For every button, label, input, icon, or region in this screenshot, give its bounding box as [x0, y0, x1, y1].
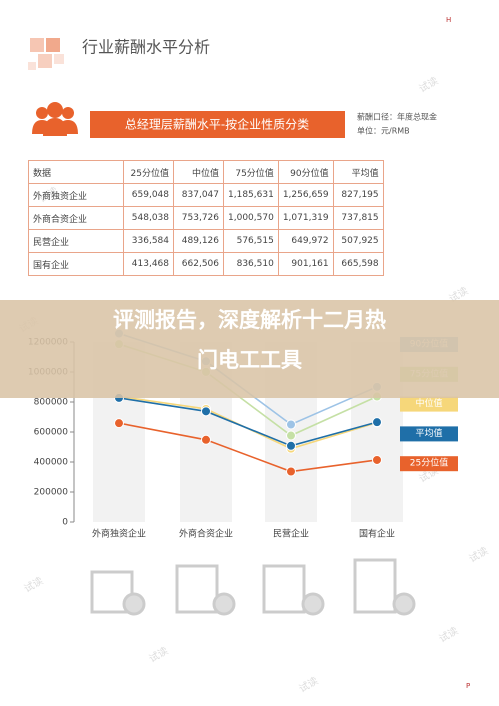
- data-point: [286, 440, 296, 451]
- overlay-banner: 评测报告，深度解析十二月热 门电工工具: [0, 300, 499, 398]
- legend-label: 25分位值: [410, 457, 448, 469]
- table-cell: 1,256,659: [277, 183, 334, 207]
- people-icon: [32, 102, 78, 136]
- data-point: [286, 466, 296, 477]
- data-point: [372, 417, 382, 428]
- table-cell: 662,506: [173, 252, 224, 276]
- table-cell: 837,047: [173, 183, 224, 207]
- y-tick-label: 800000: [34, 398, 69, 408]
- table-cell: 548,038: [123, 206, 174, 230]
- table-cell: 1,071,319: [277, 206, 334, 230]
- watermark: 试读: [437, 624, 461, 645]
- table-cell: 数据: [28, 160, 124, 184]
- table-cell: 1,185,631: [223, 183, 279, 207]
- y-tick-label: 400000: [34, 458, 69, 468]
- y-tick-label: 200000: [34, 488, 69, 498]
- legend-swatch: [400, 456, 458, 472]
- note: 单位：元/RMB: [357, 126, 410, 136]
- table-cell: 649,972: [277, 229, 334, 253]
- header-title: 行业薪酬水平分析: [82, 38, 210, 57]
- table-row: 外商独资企业 659,048 837,047 1,185,631 1,256,659 82…: [28, 183, 384, 207]
- overlay-line: 评测报告，深度解析十二月热: [113, 308, 386, 332]
- table-cell: 中位值: [173, 160, 224, 184]
- x-tick-label: 国有企业: [359, 528, 395, 540]
- data-point: [286, 430, 296, 441]
- corner-mark: H: [446, 16, 451, 24]
- watermark: 试读: [297, 674, 321, 695]
- series-line: [118, 397, 378, 447]
- table-row: 外商合资企业 548,038 753,726 1,000,570 1,071,319 73…: [28, 206, 384, 230]
- table-cell: 外商独资企业: [28, 183, 124, 207]
- y-tick-label: 0: [62, 518, 68, 528]
- watermark: 试读: [147, 644, 171, 665]
- table-cell: 413,468: [123, 252, 174, 276]
- table-cell: 外商合资企业: [28, 206, 124, 230]
- watermark: 试读: [22, 574, 46, 595]
- table-cell: 507,925: [332, 229, 384, 253]
- data-point: [201, 406, 211, 417]
- table-cell: 75分位值: [223, 160, 279, 184]
- table-cell: 90分位值: [277, 160, 334, 184]
- table-cell: 民营企业: [28, 229, 124, 253]
- section-title: 总经理层薪酬水平-按企业性质分类: [125, 117, 309, 132]
- logo-squares: [28, 38, 64, 70]
- table-cell: 336,584: [123, 229, 174, 253]
- y-tick-label: 600000: [34, 428, 69, 438]
- data-table: 数据 25分位值 中位值 75分位值 90分位值 平均值 外商独资企业 659,048 837,…: [28, 160, 384, 276]
- note: 薪酬口径：年度总现金: [357, 112, 437, 122]
- table-cell: 737,815: [332, 206, 384, 230]
- series-line: [118, 422, 378, 473]
- legend-swatch: [400, 426, 458, 442]
- legend-label: 中位值: [415, 397, 442, 409]
- page-mark: P: [466, 682, 470, 690]
- data-point: [372, 454, 382, 465]
- table-cell: 753,726: [173, 206, 224, 230]
- data-point: [114, 418, 124, 429]
- table-row: 民营企业 336,584 489,126 576,515 649,972 507,925: [28, 229, 384, 253]
- x-tick-label: 外商合资企业: [179, 528, 233, 540]
- table-cell: 659,048: [123, 183, 174, 207]
- table-cell: 平均值: [332, 160, 384, 184]
- overlay-line: 门电工工具: [197, 348, 302, 372]
- table-cell: 836,510: [223, 252, 279, 276]
- data-point: [286, 419, 296, 430]
- table-row: 数据 25分位值 中位值 75分位值 90分位值 平均值: [28, 160, 384, 184]
- watermark: 试读: [467, 544, 491, 565]
- table-cell: 576,515: [223, 229, 279, 253]
- table-cell: 489,126: [173, 229, 224, 253]
- table-cell: 901,161: [277, 252, 334, 276]
- legend-label: 平均值: [415, 427, 442, 439]
- x-tick-label: 外商独资企业: [92, 528, 146, 540]
- table-cell: 国有企业: [28, 252, 124, 276]
- legend-swatch: [400, 396, 458, 412]
- table-cell: 1,000,570: [223, 206, 279, 230]
- x-tick-label: 民营企业: [273, 528, 309, 540]
- table-cell: 827,195: [332, 183, 384, 207]
- data-point: [201, 434, 211, 445]
- table-row: 国有企业 413,468 662,506 836,510 901,161 665,598: [28, 252, 384, 276]
- section-banner: [90, 111, 345, 138]
- table-cell: 25分位值: [123, 160, 174, 184]
- watermark: 试读: [417, 74, 441, 95]
- building-icons: [90, 558, 416, 616]
- table-cell: 665,598: [332, 252, 384, 276]
